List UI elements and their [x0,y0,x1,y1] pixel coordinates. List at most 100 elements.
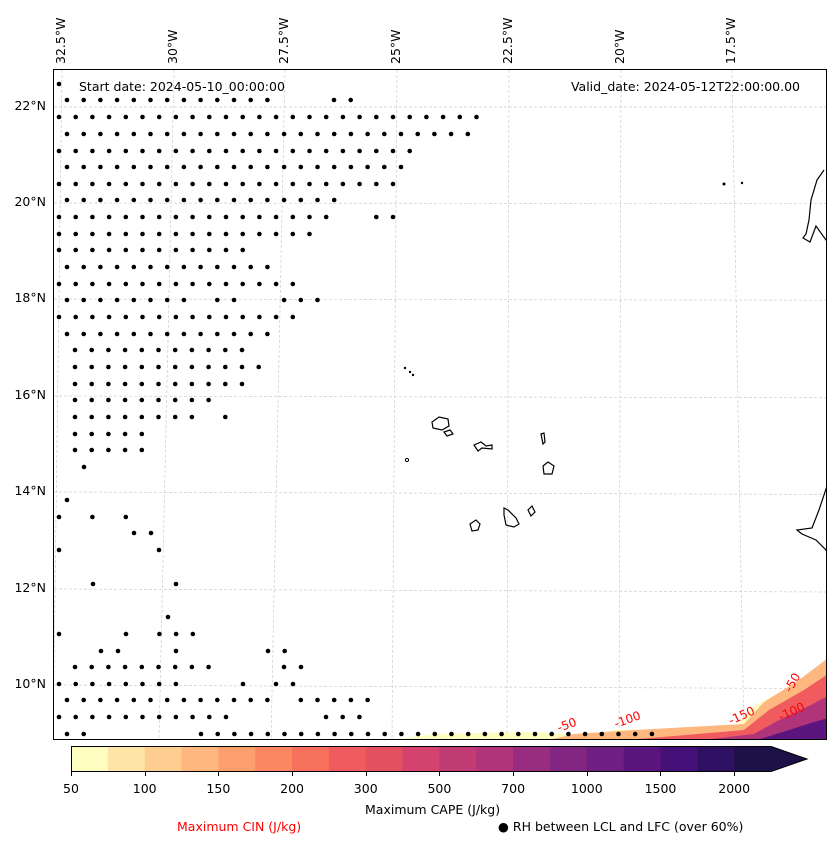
rh-dot [131,197,137,203]
rh-dot [106,364,111,370]
parallel-gridline [54,395,826,399]
rh-dot [198,97,203,103]
rh-dot [298,131,304,137]
rh-dot [81,264,86,270]
rh-dot [114,197,120,203]
rh-dot [114,297,120,303]
rh-dot [156,664,161,670]
rh-dot [123,181,129,187]
rh-dot [382,731,388,737]
rh-dot [256,364,261,370]
rh-dot [390,114,396,120]
colorbar-tick-label: 1500 [644,781,677,796]
rh-dot [257,148,262,154]
rh-dot [315,131,320,137]
rh-dot [398,164,404,170]
rh-dot [140,148,145,154]
rh-dot [374,214,379,220]
rh-dot [114,97,120,103]
rh-dot [64,97,70,103]
rh-dot [323,181,329,187]
colorbar-segment [623,746,661,772]
rh-dot [106,347,111,353]
rh-dot [56,181,62,187]
rh-dot [190,214,195,220]
colorbar-tick-mark [586,772,588,776]
rh-dot [181,331,187,337]
rh-dot [122,414,128,420]
rh-legend-label: RH between LCL and LFC (over 60%) [512,819,744,834]
rh-dot [248,164,253,170]
rh-dot [90,114,95,120]
rh-dot [106,314,112,320]
rh-dot [89,347,94,353]
rh-dot [198,164,203,170]
lat-tick-label: 10°N [14,676,46,691]
rh-dot [265,331,270,337]
rh-dot [73,281,78,287]
rh-dot [265,97,270,103]
rh-dot [156,281,162,287]
rh-dot [440,114,446,120]
rh-dot [90,714,95,720]
rh-dot [181,97,187,103]
rh-dot [98,264,103,270]
rh-dot [257,214,262,220]
rh-dot [123,314,129,320]
rh-dot [106,397,111,403]
rh-dot [114,164,120,170]
rh-dot [207,181,212,187]
rh-dot [164,697,170,703]
rh-dot [90,681,95,687]
rh-dot [198,731,204,737]
rh-dot [90,314,95,320]
rh-dot [56,247,62,253]
rh-dot [156,214,162,220]
rh-dot [157,631,162,637]
colorbar-segment [660,746,698,772]
rh-dot [72,397,78,403]
rh-dot [90,214,95,220]
rh-dot [122,364,128,370]
rh-dot [290,231,296,237]
cape-verde-island [408,370,412,374]
rh-dot [98,197,103,203]
rh-dot [89,364,94,370]
rh-dot [56,681,62,687]
rh-dot [81,97,86,103]
rh-dot [81,297,86,303]
rh-dot [181,297,187,303]
rh-dot [265,131,270,137]
rh-dot [148,131,153,137]
rh-dot [282,648,287,654]
rh-dot [89,381,94,387]
rh-dot [123,514,129,520]
rh-dot [140,281,145,287]
rh-dot [206,397,211,403]
rh-dot [432,731,438,737]
rh-dot [173,231,179,237]
rh-dot [81,331,86,337]
rh-dot [532,731,538,737]
rh-dot [649,731,655,737]
rh-dot [474,114,479,120]
rh-dot [231,97,237,103]
rh-dot [64,297,70,303]
rh-dot [257,281,262,287]
colorbar-tick-mark [218,772,220,776]
rh-dot [139,347,145,353]
rh-dot [81,164,86,170]
rh-dot [240,214,245,220]
rh-dot [90,231,95,237]
rh-dot [374,148,379,154]
rh-dot [190,114,195,120]
rh-dot [207,214,212,220]
rh-dot [106,247,112,253]
rh-dot [156,364,161,370]
cin-contour-label: -50 [555,715,578,735]
colorbar-segment [107,746,146,772]
rh-dot [307,148,312,154]
rh-dot [56,231,62,237]
rh-dot [156,347,161,353]
rh-dot [248,264,253,270]
